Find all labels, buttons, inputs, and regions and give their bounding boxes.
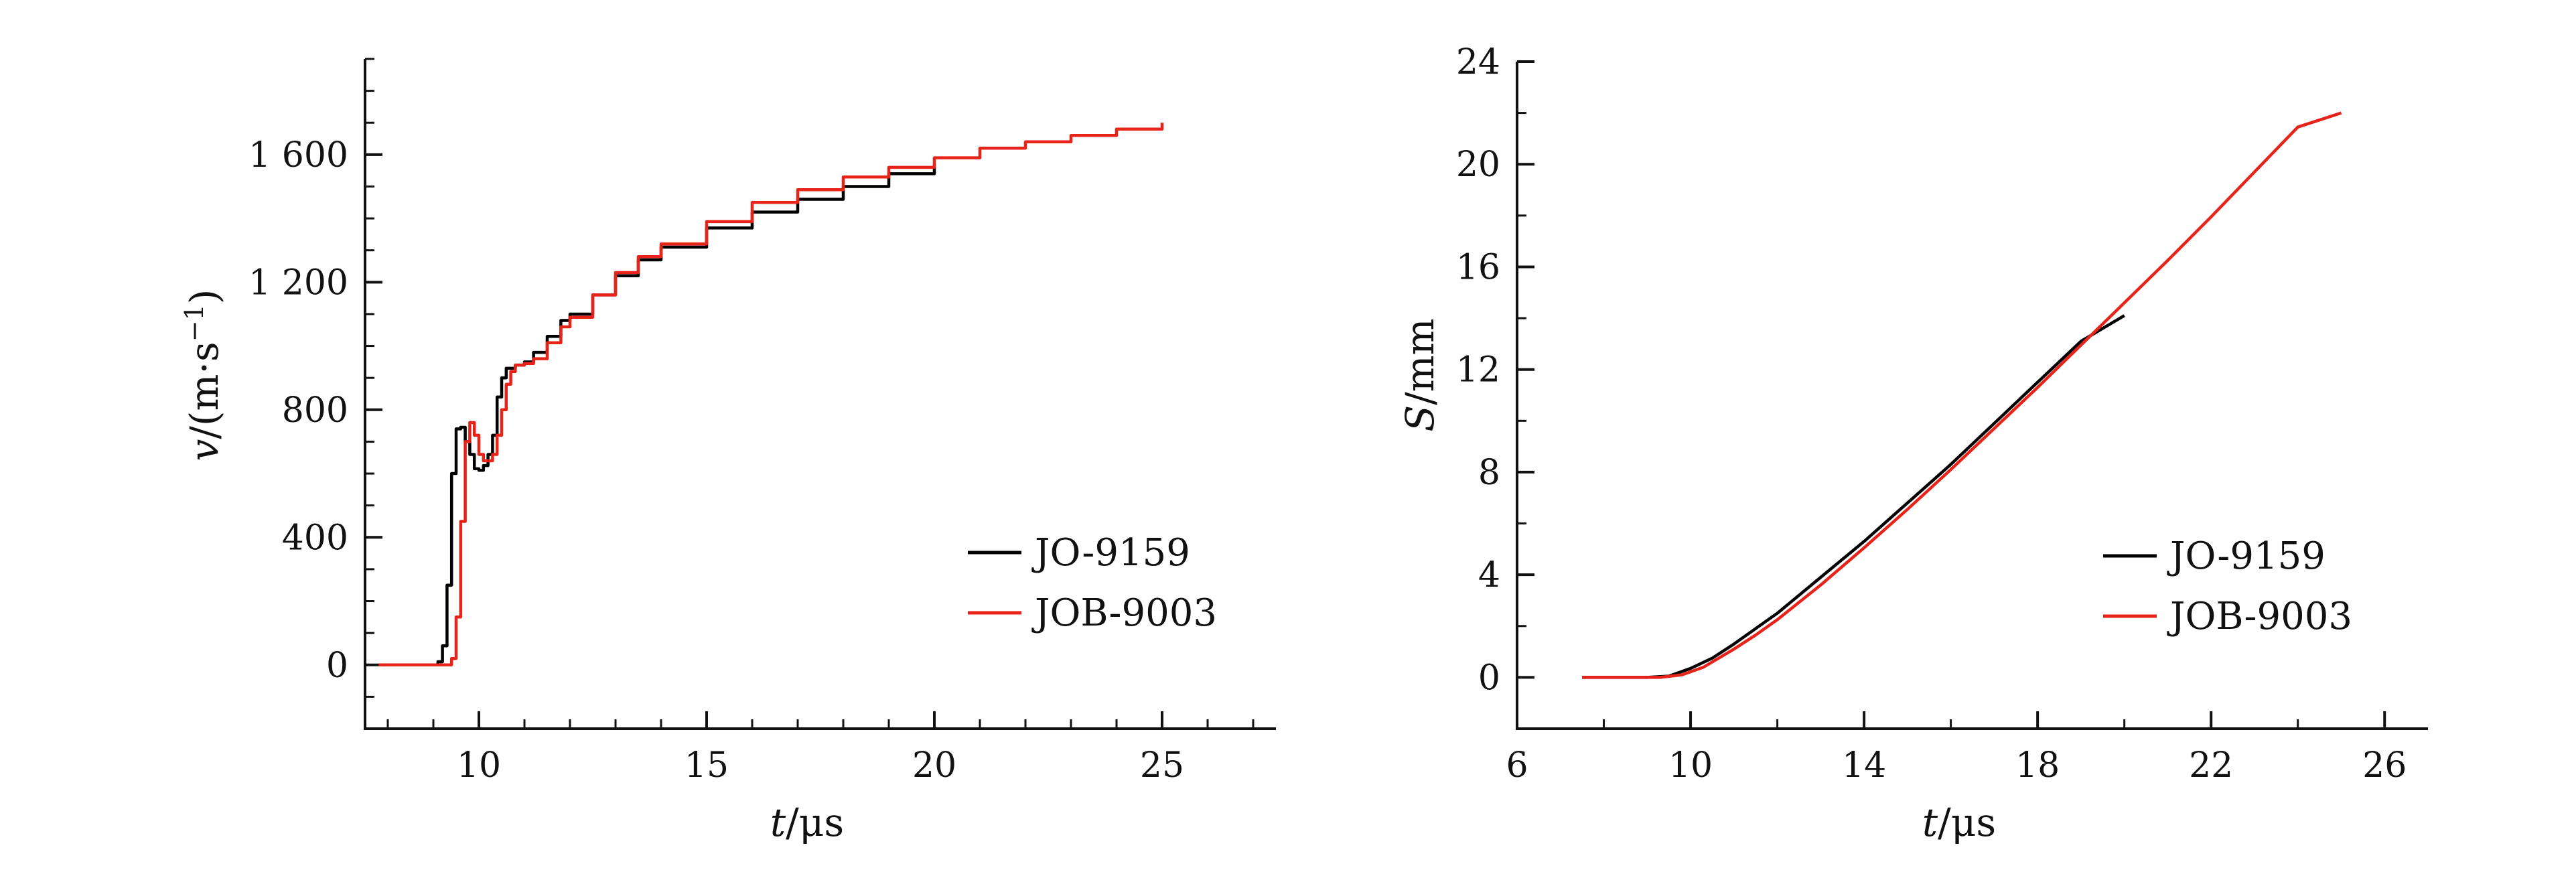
y-tick-label: 16 — [1456, 247, 1500, 287]
y-tick-label: 20 — [1456, 145, 1500, 185]
legend-label: JOB-9003 — [2167, 595, 2352, 638]
x-tick-label: 6 — [1506, 745, 1528, 786]
y-tick-label: 0 — [326, 646, 348, 686]
y-tick-label: 1 600 — [248, 135, 348, 175]
velocity-chart: 10 15 20 25 0 400 800 1 200 1 600 t/μs v/(m·s−1) JO… — [180, 58, 1276, 845]
x-tick-label: 22 — [2189, 745, 2233, 786]
x-tick-label: 25 — [1140, 745, 1184, 786]
y-tick-label: 4 — [1478, 555, 1500, 595]
y-tick-label: 800 — [282, 390, 348, 431]
x-tick-label: 20 — [912, 745, 956, 786]
y-tick-label: 0 — [1478, 658, 1500, 698]
x-tick-label: 18 — [2015, 745, 2060, 786]
y-tick-label: 400 — [282, 518, 348, 558]
x-tick-label: 10 — [457, 745, 501, 786]
y-tick-label: 8 — [1478, 453, 1500, 493]
legend-label: JO-9159 — [1031, 531, 1190, 575]
y-tick-label: 12 — [1456, 350, 1500, 390]
y-tick-label: 1 200 — [248, 263, 348, 303]
x-axis-label: t/μs — [770, 800, 844, 845]
legend-label: JO-9159 — [2167, 534, 2325, 578]
x-tick-label: 26 — [2362, 745, 2407, 786]
displacement-chart: 6 10 14 18 22 26 0 4 8 12 16 20 24 t/μs S/mm JO-9159 JOB… — [1397, 42, 2428, 845]
legend-label: JOB-9003 — [1031, 591, 1217, 635]
y-tick-label: 24 — [1456, 42, 1500, 82]
series-line-jo-9159 — [1582, 314, 2125, 679]
series-line-job-9003 — [1582, 111, 2342, 679]
x-tick-label: 15 — [685, 745, 729, 786]
series-line-job-9003 — [378, 123, 1164, 667]
y-axis-label: v/(m·s−1) — [180, 289, 227, 461]
x-tick-label: 10 — [1668, 745, 1713, 786]
x-tick-label: 14 — [1842, 745, 1886, 786]
x-axis-label: t/μs — [1922, 800, 1996, 845]
y-axis-label: S/mm — [1397, 318, 1443, 431]
